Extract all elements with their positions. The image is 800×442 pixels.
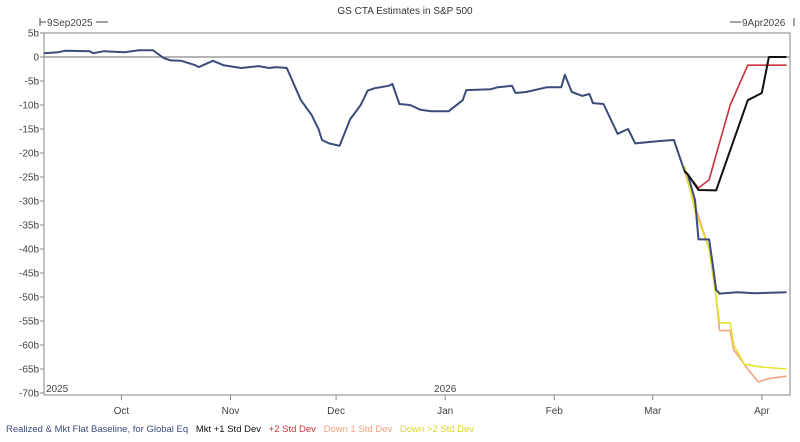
- x-tick-label: Dec: [327, 406, 345, 417]
- x-tick-label: Mar: [644, 406, 662, 417]
- cta-chart: GS CTA Estimates in S&P 500 9Sep2025 9Ap…: [19, 6, 795, 417]
- end-date-marker: 9Apr2026: [730, 18, 795, 29]
- legend-down2: Down >2 Std Dev: [399, 424, 475, 435]
- x-tick-label: Apr: [754, 406, 770, 417]
- plot-frame: [43, 32, 791, 396]
- year-label: 2026: [434, 384, 457, 395]
- series-group: [43, 49, 787, 383]
- series-line-mkt-1-std-dev: [683, 56, 787, 192]
- y-tick-label: -60b: [19, 341, 39, 352]
- y-tick-label: -70b: [19, 389, 39, 400]
- start-date-marker: 9Sep2025: [39, 18, 108, 29]
- y-tick-label: -40b: [19, 245, 39, 256]
- y-tick-label: -20b: [19, 149, 39, 160]
- legend-realized: Realized & Mkt Flat Baseline, for Global…: [6, 424, 189, 435]
- end-date-label: 9Apr2026: [742, 18, 786, 29]
- y-tick-label: 5b: [28, 29, 40, 40]
- x-tick-label: Jan: [437, 406, 453, 417]
- y-tick-label: 0: [33, 53, 39, 64]
- legend: Realized & Mkt Flat Baseline, for Global…: [0, 424, 800, 435]
- year-label: 2025: [46, 384, 69, 395]
- legend-plus2: +2 Std Dev: [268, 424, 316, 435]
- y-tick-label: -45b: [19, 269, 39, 280]
- y-axis: 5b 0 -5b -10b -15b -20b -25b -30b -35b -40b -45b -5…: [19, 29, 44, 400]
- series-line-2-std-dev: [683, 64, 787, 189]
- series-line-realized-mkt-flat-baseline-for-global-eq: [43, 49, 787, 295]
- start-date-label: 9Sep2025: [47, 18, 93, 29]
- x-axis: Oct Nov Dec Jan Feb Mar Apr 2025 2026: [46, 384, 770, 417]
- chart-title: GS CTA Estimates in S&P 500: [337, 6, 473, 17]
- y-tick-label: -15b: [19, 125, 39, 136]
- y-tick-label: -50b: [19, 293, 39, 304]
- y-tick-label: -35b: [19, 221, 39, 232]
- x-tick-label: Feb: [546, 406, 564, 417]
- legend-down1: Down 1 Std Dev: [323, 424, 393, 435]
- legend-mkt-plus1: Mkt +1 Std Dev: [195, 424, 262, 435]
- y-tick-label: -55b: [19, 317, 39, 328]
- y-tick-label: -25b: [19, 173, 39, 184]
- series-line-down-1-std-dev: [683, 170, 787, 383]
- y-tick-label: -30b: [19, 197, 39, 208]
- x-tick-label: Nov: [222, 406, 240, 417]
- series-line-down-2-std-dev: [683, 165, 787, 370]
- y-tick-label: -10b: [19, 101, 39, 112]
- x-tick-label: Oct: [114, 406, 130, 417]
- y-tick-label: -65b: [19, 365, 39, 376]
- y-tick-label: -5b: [25, 77, 40, 88]
